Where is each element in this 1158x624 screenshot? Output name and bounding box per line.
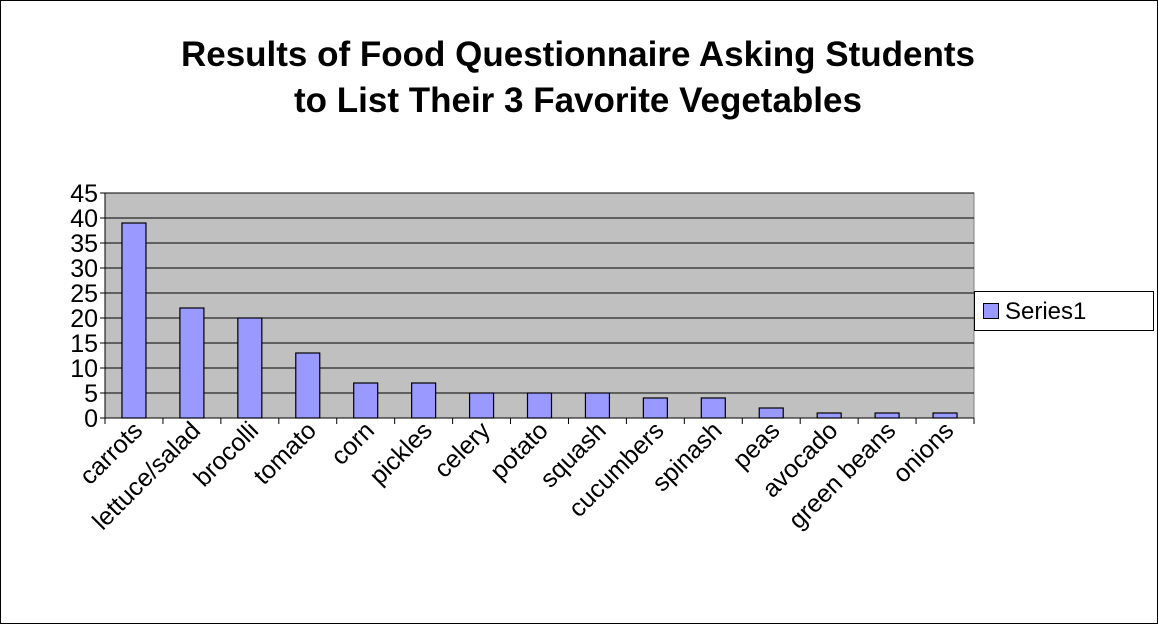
y-tick-label: 0 [84,405,98,433]
chart-title: Results of Food Questionnaire Asking Stu… [0,32,1156,124]
bar-avocado [816,412,842,419]
legend: Series1 [974,291,1154,331]
legend-swatch [983,303,999,319]
bar-peas [758,407,784,419]
bar-celery [468,392,495,419]
axes [100,192,975,424]
bar-lettuce-salad [179,307,205,419]
bar-cucumbers [642,397,668,419]
bar-carrots [121,222,147,419]
y-tick-label: 15 [70,330,98,358]
y-tick-label: 20 [70,305,98,333]
bar-corn [353,382,379,419]
x-tick-label: celery [429,416,496,483]
bar-tomato [295,352,321,419]
bar-squash [584,392,611,419]
bar-brocolli [237,317,263,419]
y-tick-label: 30 [70,255,98,283]
chart-title-line-2: to List Their 3 Favorite Vegetables [294,81,862,120]
y-tick-label: 35 [70,230,98,258]
bar-onions [932,412,958,419]
x-tick-label: onions [887,416,959,488]
y-tick-label: 45 [70,180,98,208]
bar-pickles [411,382,437,419]
plot-area [104,192,975,419]
bars [121,222,958,419]
y-tick-label: 40 [70,205,98,233]
bar-green-beans [874,412,900,419]
x-tick-label: brocolli [188,416,264,492]
chart-title-line-1: Results of Food Questionnaire Asking Stu… [180,35,976,74]
x-tick-label: pickles [364,416,438,490]
legend-label: Series1 [1005,298,1087,325]
y-tick-label: 5 [84,380,98,408]
bar-potato [526,392,553,419]
y-tick-label: 10 [70,355,98,383]
x-tick-label: tomato [248,416,322,490]
bar-spinash [700,397,726,419]
y-tick-label: 25 [70,280,98,308]
